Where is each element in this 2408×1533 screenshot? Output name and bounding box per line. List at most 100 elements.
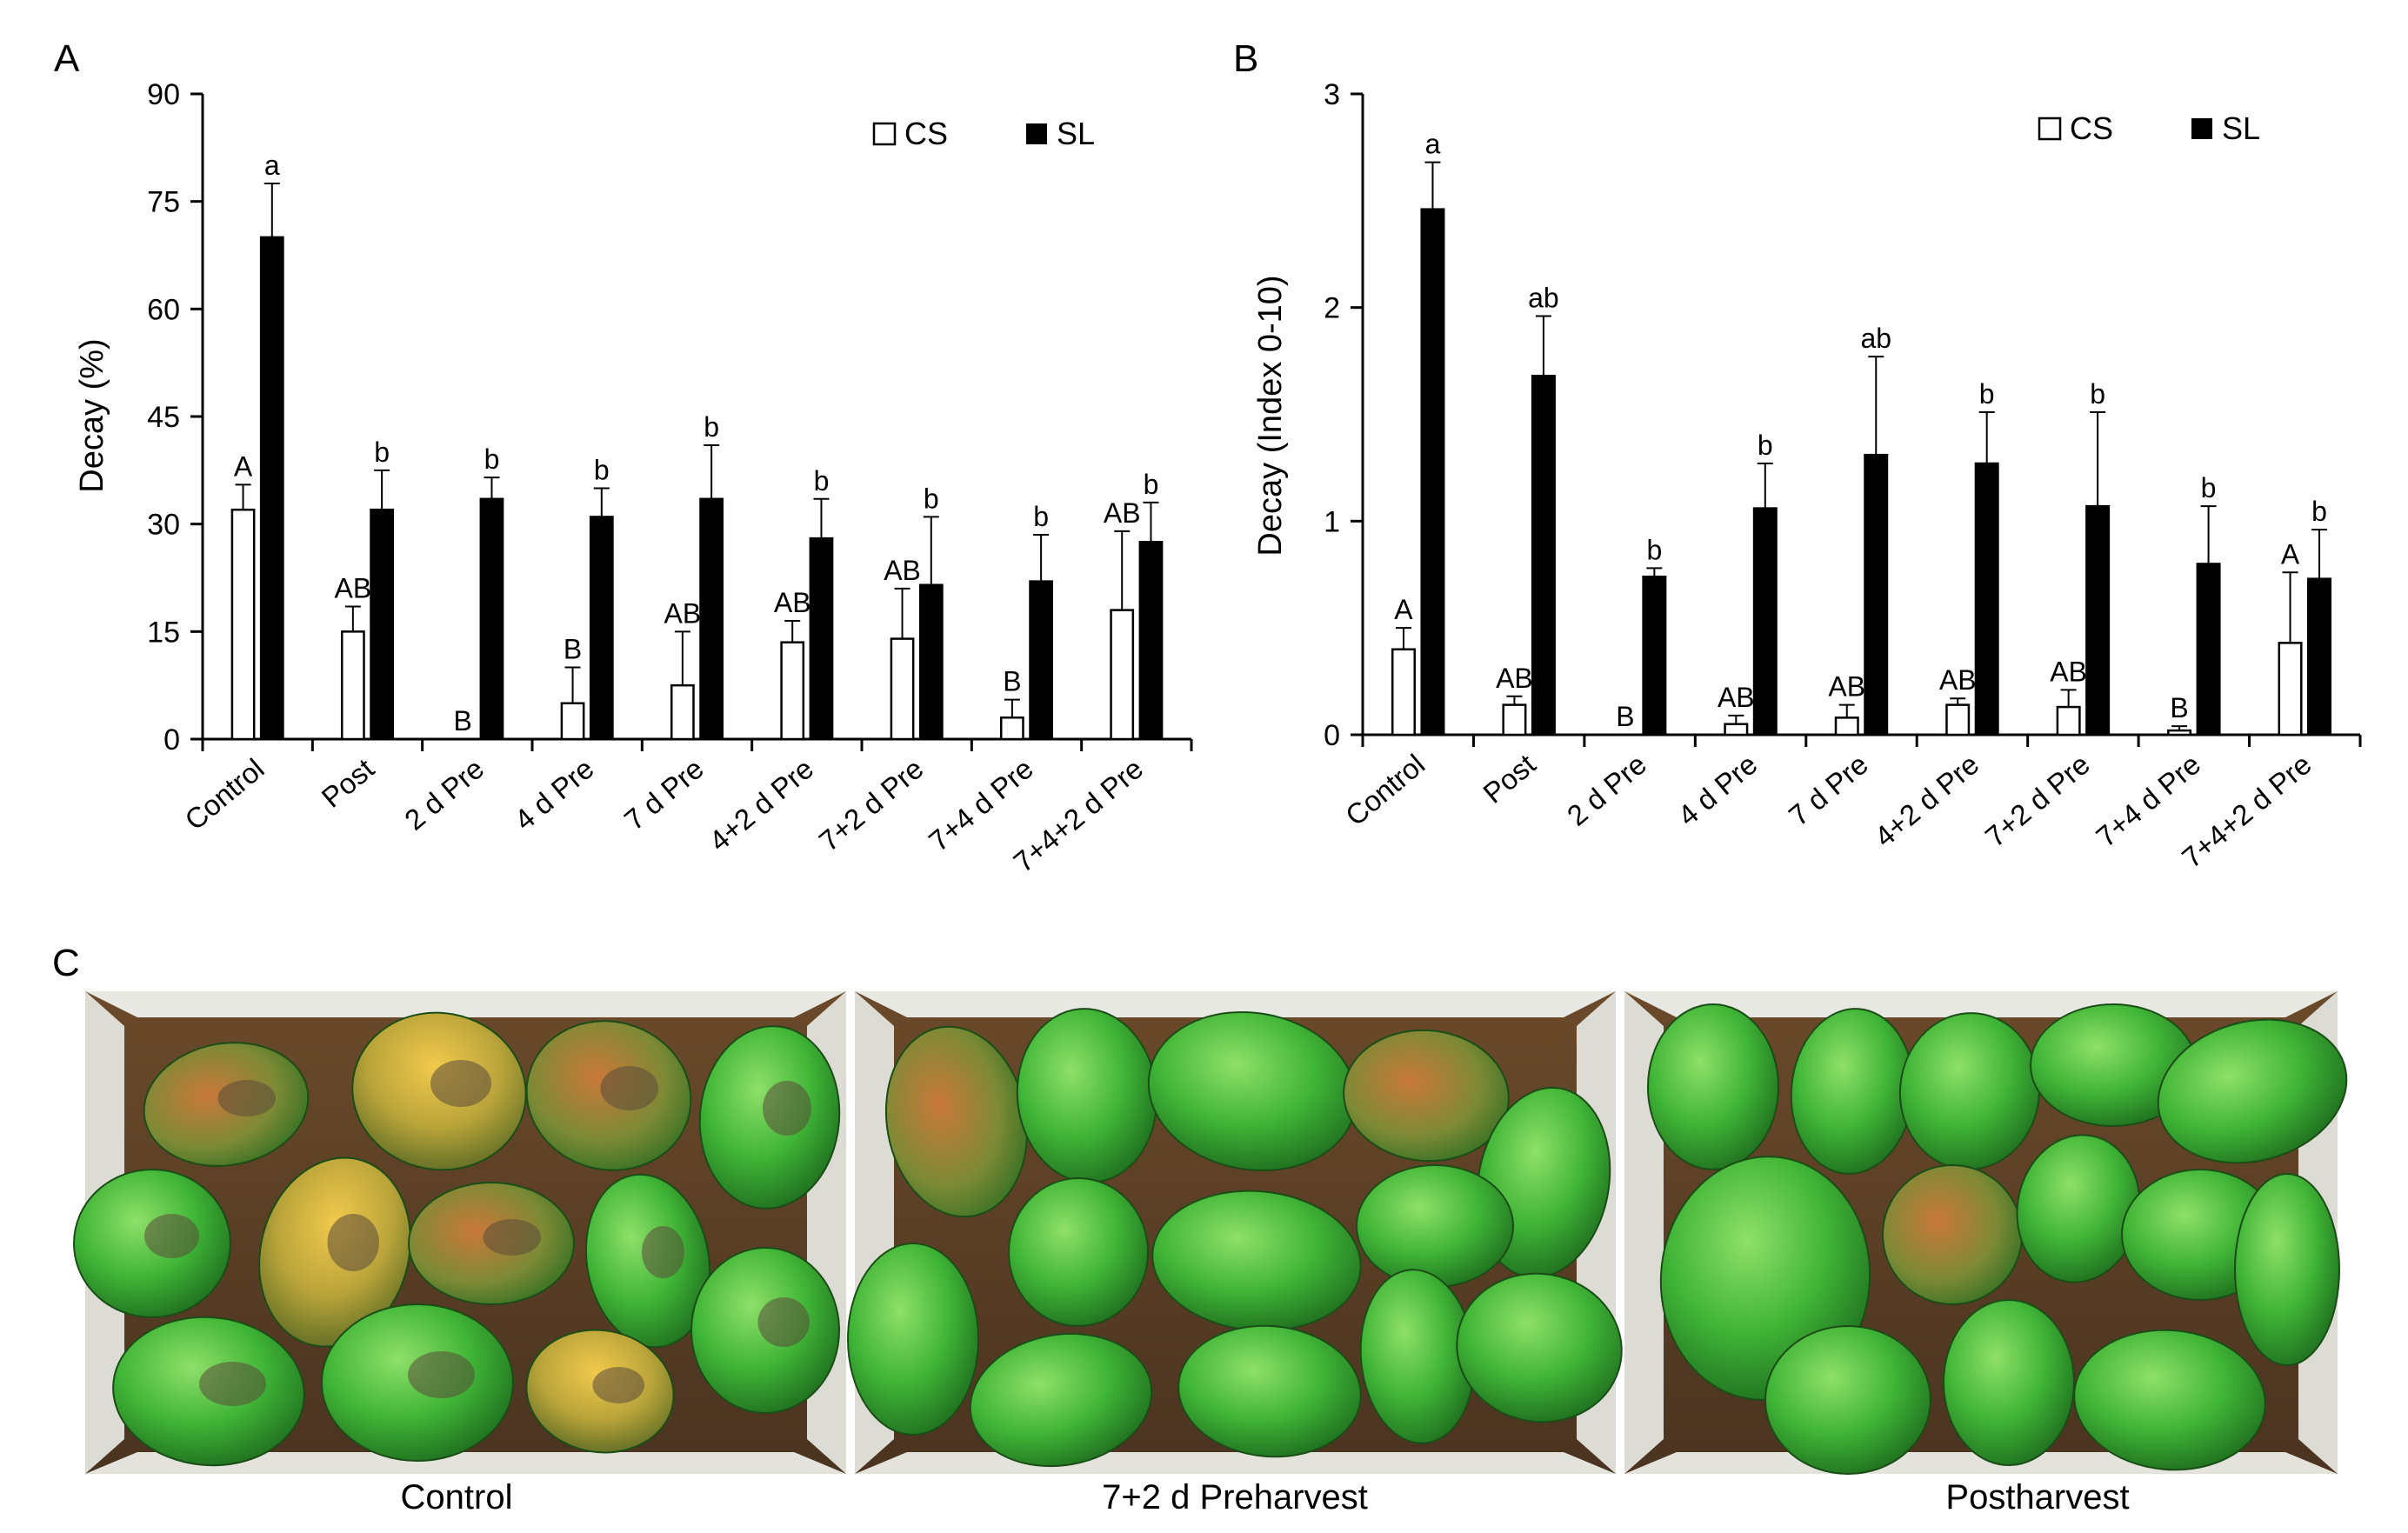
significance-letter-cs: AB — [335, 572, 372, 603]
legend-sl-swatch — [2191, 118, 2212, 139]
significance-letter-sl: b — [374, 437, 390, 468]
significance-letter-sl: b — [2311, 496, 2327, 527]
category-label: 2 d Pre — [1561, 748, 1652, 832]
bar-cs — [1391, 648, 1416, 737]
bar-cs — [1834, 717, 1859, 737]
significance-letter-sl: b — [1144, 469, 1159, 500]
decay-spot — [600, 1066, 658, 1110]
significance-letter-cs: B — [1003, 666, 1021, 697]
significance-letter-sl: a — [1425, 129, 1441, 160]
bar-cs — [1724, 723, 1749, 737]
significance-letter-sl: b — [1033, 501, 1049, 532]
significance-letter-sl: ab — [1528, 282, 1559, 313]
mango — [1008, 1177, 1149, 1327]
bar-cs — [999, 717, 1024, 741]
chart-a-legend: CS SL — [872, 116, 1095, 151]
y-tick-label: 75 — [147, 186, 180, 219]
significance-letter-cs: AB — [1939, 664, 1977, 696]
category-label: 7+2 d Pre — [813, 752, 930, 857]
significance-letter-sl: b — [2201, 472, 2217, 503]
decay-spot — [144, 1214, 199, 1258]
category-label: Control — [1339, 748, 1431, 832]
category-label: 7 d Pre — [1783, 748, 1874, 832]
decay-spot — [763, 1081, 811, 1136]
legend-sl-swatch — [1026, 123, 1047, 144]
bar-cs — [780, 641, 805, 741]
chart-b: Decay (Index 0-10) CS SL 0 1 2 3 Control Aa Po… — [1252, 78, 2362, 874]
y-tick-label: 30 — [147, 509, 180, 542]
y-tick-label: 15 — [147, 616, 180, 649]
significance-letter-sl: b — [484, 443, 500, 475]
panel-label-a: A — [54, 37, 80, 80]
chart-b-ylabel: Decay (Index 0-10) — [1252, 275, 1289, 556]
legend-cs-label: CS — [2070, 110, 2113, 146]
category-label: 7 d Pre — [618, 752, 710, 836]
mango — [1943, 1299, 2075, 1466]
bar-cs — [670, 683, 695, 741]
significance-letter-sl: b — [1646, 534, 1662, 565]
mango — [1356, 1164, 1514, 1288]
decay-spot — [757, 1297, 810, 1347]
bar-sl — [1420, 208, 1445, 737]
bar-sl — [589, 516, 614, 741]
bar-sl — [370, 508, 395, 741]
decay-spot — [327, 1214, 379, 1271]
significance-letter-cs: B — [564, 634, 582, 665]
significance-letter-cs: AB — [1496, 663, 1533, 694]
legend-cs-label: CS — [904, 116, 948, 151]
significance-letter-sl: b — [1758, 430, 1773, 461]
box-flap-top — [1624, 991, 2338, 1017]
bar-sl — [2307, 577, 2332, 737]
significance-letter-cs: A — [1394, 594, 1413, 625]
category-label: 4+2 d Pre — [703, 752, 819, 857]
category-label: Post — [1477, 748, 1541, 810]
significance-letter-cs: AB — [2050, 656, 2087, 687]
mango — [1647, 1003, 1779, 1170]
mango — [1456, 1272, 1623, 1423]
significance-letter-sl: b — [594, 454, 610, 485]
decay-spot — [642, 1226, 684, 1278]
photo-panel-1 — [73, 991, 846, 1474]
bar-sl — [1642, 575, 1667, 737]
category-label: 4+2 d Pre — [1868, 748, 1984, 853]
significance-letter-sl: b — [2090, 378, 2105, 410]
significance-letter-sl: b — [1979, 378, 1995, 410]
photo-caption-control: Control — [401, 1478, 513, 1516]
legend-sl-label: SL — [1057, 116, 1095, 151]
category-label: 4 d Pre — [1671, 748, 1763, 832]
bar-cs — [2056, 705, 2081, 737]
bar-sl — [1864, 453, 1889, 737]
mango — [1343, 1029, 1510, 1163]
category-label: 7+2 d Pre — [1979, 748, 2096, 853]
bar-cs — [1502, 703, 1527, 737]
significance-letter-sl: ab — [1860, 323, 1891, 354]
photo-panel-3 — [1624, 991, 2348, 1475]
box-flap-top — [855, 991, 1616, 1017]
bar-sl — [479, 497, 504, 741]
category-label: Control — [178, 752, 270, 836]
y-tick-label: 2 — [1324, 292, 1340, 325]
mango — [2234, 1173, 2340, 1366]
bar-cs — [890, 637, 915, 741]
legend-cs-swatch — [872, 122, 897, 146]
significance-letter-cs: A — [2281, 538, 2300, 570]
mango — [847, 1243, 979, 1436]
photo-caption-postharvest: Postharvest — [1945, 1478, 2129, 1516]
y-tick-label: 45 — [147, 401, 180, 434]
decay-spot — [430, 1060, 491, 1107]
bar-cs — [2278, 642, 2303, 737]
bar-sl — [1138, 541, 1164, 741]
box-flap-bottom — [855, 1452, 1616, 1474]
mango — [1764, 1325, 1931, 1475]
significance-letter-sl: b — [814, 465, 830, 497]
significance-letter-cs: B — [2170, 692, 2188, 723]
y-tick-label: 0 — [1324, 719, 1340, 752]
significance-letter-cs: AB — [1828, 671, 1865, 703]
mango — [2157, 1018, 2348, 1164]
significance-letter-cs: A — [234, 450, 253, 482]
decay-spot — [217, 1080, 276, 1116]
chart-a-ylabel: Decay (%) — [74, 338, 110, 492]
decay-spot — [408, 1351, 475, 1398]
chart-b-legend: CS SL — [2038, 110, 2260, 146]
